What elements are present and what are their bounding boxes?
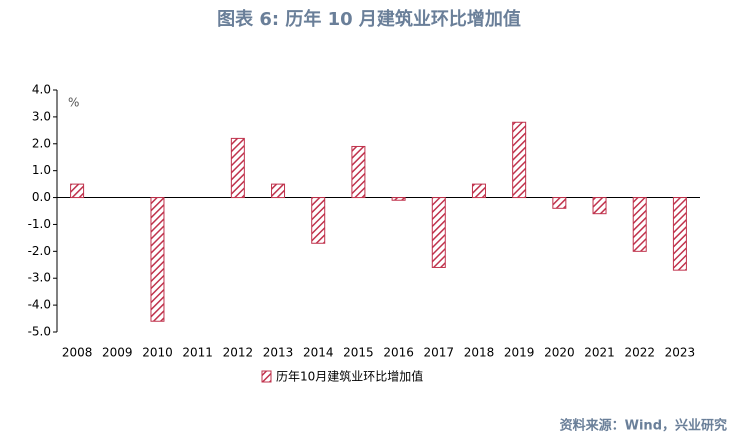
y-tick-label: 1.0 <box>32 163 51 177</box>
chart-title: 图表 6: 历年 10 月建筑业环比增加值 <box>217 8 521 30</box>
bar <box>150 197 165 322</box>
bar <box>632 197 647 252</box>
x-tick-label: 2019 <box>504 346 535 360</box>
x-tick-label: 2008 <box>62 346 93 360</box>
y-unit: % <box>68 96 79 110</box>
y-tick-label: 3.0 <box>32 109 51 123</box>
bar <box>431 197 446 268</box>
x-tick-label: 2018 <box>464 346 495 360</box>
x-tick-label: 2015 <box>343 346 374 360</box>
bar <box>592 197 607 215</box>
y-tick-label: -2.0 <box>28 244 51 258</box>
y-tick-label: 0.0 <box>32 190 51 204</box>
bar <box>672 197 687 271</box>
bar <box>552 197 567 209</box>
bar <box>471 183 486 199</box>
legend-swatch <box>261 370 272 383</box>
x-tick-label: 2010 <box>142 346 173 360</box>
bar <box>351 145 366 199</box>
x-tick-label: 2009 <box>102 346 133 360</box>
x-tick-label: 2012 <box>223 346 254 360</box>
legend-label: 历年10月建筑业环比增加值 <box>276 369 423 384</box>
bar <box>311 197 326 244</box>
bar <box>512 121 527 199</box>
y-tick-label: 4.0 <box>32 83 51 97</box>
bar <box>391 197 406 201</box>
x-tick-label: 2021 <box>584 346 615 360</box>
x-tick-label: 2017 <box>424 346 455 360</box>
source: 资料来源：Wind，兴业研究 <box>560 418 727 434</box>
x-tick-label: 2013 <box>263 346 294 360</box>
y-tick-label: -5.0 <box>28 325 51 339</box>
x-tick-label: 2014 <box>303 346 334 360</box>
y-tick-label: 2.0 <box>32 136 51 150</box>
x-tick-label: 2022 <box>624 346 655 360</box>
bar <box>271 183 286 199</box>
bar <box>230 137 245 199</box>
x-tick-label: 2023 <box>665 346 696 360</box>
bar <box>70 183 85 199</box>
x-tick-label: 2020 <box>544 346 575 360</box>
y-tick-label: -3.0 <box>28 271 51 285</box>
y-tick-label: -1.0 <box>28 217 51 231</box>
x-tick-label: 2011 <box>182 346 213 360</box>
y-tick-label: -4.0 <box>28 298 51 312</box>
x-tick-label: 2016 <box>383 346 414 360</box>
